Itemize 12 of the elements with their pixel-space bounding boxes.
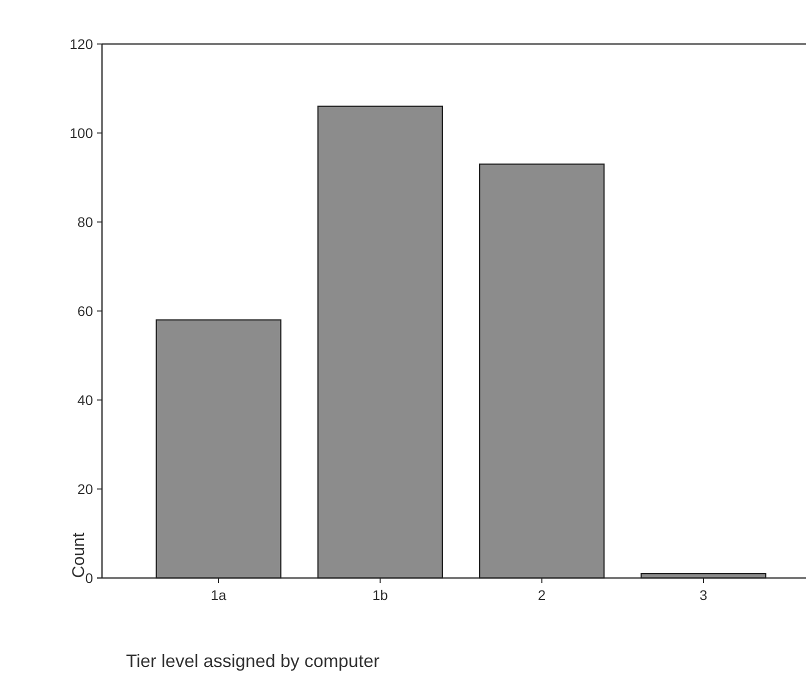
y-tick-label: 40 (77, 392, 94, 408)
y-tick-label: 60 (77, 302, 94, 319)
x-tick-label: 1a (210, 587, 227, 603)
x-axis-title: Tier level assigned by computer (126, 651, 380, 671)
x-tick-label: 1b (372, 587, 388, 603)
x-tick-label: 2 (538, 587, 546, 603)
y-tick-label: 0 (85, 570, 94, 586)
y-tick-label: 120 (70, 36, 94, 52)
y-tick-label: 80 (77, 214, 94, 230)
x-tick-label: 3 (700, 587, 708, 603)
y-tick-label: 100 (70, 124, 94, 141)
y-tick-label: 20 (77, 480, 94, 497)
